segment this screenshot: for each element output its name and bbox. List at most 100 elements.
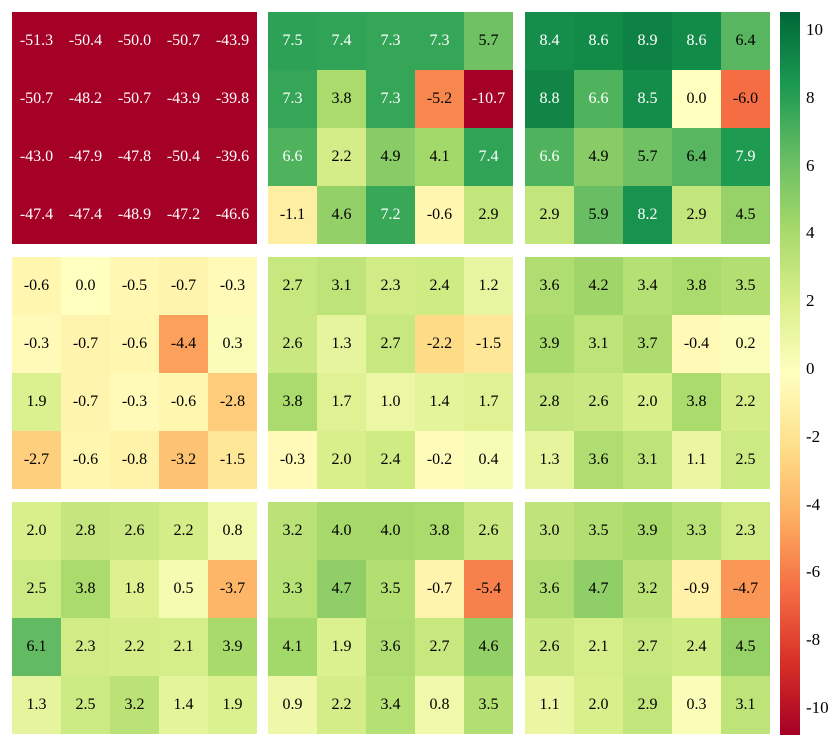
heatmap-cell: -47.9 (61, 128, 110, 186)
heatmap-cell: 4.6 (317, 186, 366, 244)
heatmap-cell: 1.1 (525, 676, 574, 734)
heatmap-cell: 8.4 (525, 12, 574, 70)
heatmap-cell: 1.9 (317, 618, 366, 676)
heatmap-cell: 2.9 (525, 186, 574, 244)
heatmap-cell: 2.5 (61, 676, 110, 734)
heatmap-cell: 4.6 (464, 618, 513, 676)
heatmap-cell: 4.9 (366, 128, 415, 186)
heatmap-cell: 2.6 (525, 618, 574, 676)
heatmap-cell: 2.3 (366, 257, 415, 315)
heatmap-cell: -47.4 (12, 186, 61, 244)
heatmap-cell: -3.7 (208, 560, 257, 618)
heatmap-cell: -2.8 (208, 373, 257, 431)
heatmap-cell: -0.6 (12, 257, 61, 315)
heatmap-cell: 2.6 (110, 502, 159, 560)
heatmap-cell: 3.1 (721, 676, 770, 734)
colorbar-tick-label: -2 (806, 426, 821, 446)
heatmap-cell: 2.9 (672, 186, 721, 244)
heatmap-cell: -1.1 (268, 186, 317, 244)
heatmap-cell: 7.9 (721, 128, 770, 186)
heatmap-cell: 2.0 (12, 502, 61, 560)
heatmap-cell: -0.3 (268, 431, 317, 489)
heatmap-cell: 2.4 (415, 257, 464, 315)
heatmap-cell: 8.5 (623, 70, 672, 128)
heatmap-cell: -0.7 (61, 315, 110, 373)
colorbar-tick-label: -4 (806, 494, 821, 514)
heatmap-cell: -47.8 (110, 128, 159, 186)
heatmap-cell: -50.7 (12, 70, 61, 128)
heatmap-cell: 1.1 (672, 431, 721, 489)
heatmap-cell: 3.2 (623, 560, 672, 618)
heatmap-cell: 8.2 (623, 186, 672, 244)
heatmap-cell: 2.2 (721, 373, 770, 431)
heatmap-cell: 1.3 (317, 315, 366, 373)
heatmap-cell: 3.8 (672, 373, 721, 431)
colorbar-tick-label: 2 (806, 291, 815, 311)
colorbar-tick-label: -8 (806, 630, 821, 650)
heatmap-cell: 4.7 (317, 560, 366, 618)
heatmap-cell: 2.7 (366, 315, 415, 373)
colorbar-tick-label: -6 (806, 562, 821, 582)
heatmap-cell: -0.3 (110, 373, 159, 431)
heatmap-cell: 1.7 (317, 373, 366, 431)
heatmap-cell: 2.6 (464, 502, 513, 560)
heatmap-cell: 6.6 (268, 128, 317, 186)
heatmap-cell: 8.6 (672, 12, 721, 70)
heatmap-cell: 7.3 (415, 12, 464, 70)
heatmap-cell: -0.6 (61, 431, 110, 489)
heatmap-cell: 2.9 (623, 676, 672, 734)
heatmap-cell: 4.5 (721, 618, 770, 676)
heatmap-cell: -1.5 (208, 431, 257, 489)
heatmap-cell: 1.4 (415, 373, 464, 431)
heatmap-cell: -51.3 (12, 12, 61, 70)
heatmap-cell: 3.4 (366, 676, 415, 734)
heatmap-cell: -46.6 (208, 186, 257, 244)
heatmap-cell: 5.7 (623, 128, 672, 186)
heatmap-cell: 2.9 (464, 186, 513, 244)
heatmap-cell: 2.1 (159, 618, 208, 676)
heatmap-cell: -50.4 (159, 128, 208, 186)
heatmap-cell: 4.9 (574, 128, 623, 186)
heatmap-cell: 2.5 (12, 560, 61, 618)
heatmap-cell: 1.4 (159, 676, 208, 734)
heatmap-cell: 0.9 (268, 676, 317, 734)
heatmap-cell: 2.2 (159, 502, 208, 560)
heatmap-cell: -43.0 (12, 128, 61, 186)
heatmap-cell: 2.2 (110, 618, 159, 676)
heatmap-cell: 3.5 (464, 676, 513, 734)
heatmap-cell: 8.6 (574, 12, 623, 70)
colorbar-tick-label: 8 (806, 87, 815, 107)
heatmap-cell: -50.7 (159, 12, 208, 70)
heatmap-cell: -48.9 (110, 186, 159, 244)
heatmap-cell: -3.2 (159, 431, 208, 489)
heatmap-cell: 0.4 (464, 431, 513, 489)
heatmap-cell: 3.8 (317, 70, 366, 128)
heatmap-cell: 6.4 (672, 128, 721, 186)
heatmap-cell: -43.9 (159, 70, 208, 128)
heatmap-cell: -6.0 (721, 70, 770, 128)
heatmap-cell: 3.1 (623, 431, 672, 489)
heatmap-cell: 7.4 (317, 12, 366, 70)
heatmap-cell: 1.3 (525, 431, 574, 489)
heatmap-cell: 3.6 (366, 618, 415, 676)
heatmap-cell: 1.9 (208, 676, 257, 734)
heatmap-cell: -0.7 (415, 560, 464, 618)
heatmap-cell: 3.6 (574, 431, 623, 489)
heatmap-cell: 3.3 (268, 560, 317, 618)
heatmap-panel-0-0: -51.3 -50.4 -50.0 -50.7 -43.9 -50.7 -48.2 -50.7… (12, 12, 257, 244)
heatmap-cell: -0.6 (110, 315, 159, 373)
heatmap-cell: 2.0 (317, 431, 366, 489)
heatmap-cell: 0.8 (415, 676, 464, 734)
heatmap-cell: -2.7 (12, 431, 61, 489)
heatmap-cell: -0.5 (110, 257, 159, 315)
heatmap-cell: 7.4 (464, 128, 513, 186)
heatmap-cell: 6.6 (574, 70, 623, 128)
heatmap-cell: 2.4 (366, 431, 415, 489)
heatmap-cell: -0.7 (61, 373, 110, 431)
heatmap-cell: 3.6 (525, 257, 574, 315)
heatmap-cell: 4.0 (366, 502, 415, 560)
heatmap-panel-2-2: 3.0 3.5 3.9 3.3 2.3 3.6 4.7 3.2 -0.9 -4.7 2.6 2.1 2.… (525, 502, 770, 734)
heatmap-cell: 0.0 (61, 257, 110, 315)
heatmap-cell: -0.6 (159, 373, 208, 431)
heatmap-cell: -5.2 (415, 70, 464, 128)
